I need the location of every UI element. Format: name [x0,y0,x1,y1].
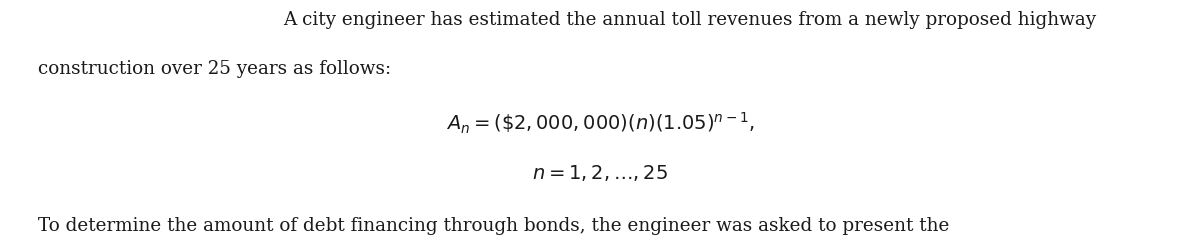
Text: $A_n = (\$2,000,000)(n)(1.05)^{n-1},$: $A_n = (\$2,000,000)(n)(1.05)^{n-1},$ [445,111,755,136]
Text: To determine the amount of debt financing through bonds, the engineer was asked : To determine the amount of debt financin… [38,217,949,235]
Text: construction over 25 years as follows:: construction over 25 years as follows: [38,60,391,78]
Text: $n = 1, 2, \ldots, 25$: $n = 1, 2, \ldots, 25$ [532,163,668,183]
Text: A city engineer has estimated the annual toll revenues from a newly proposed hig: A city engineer has estimated the annual… [283,11,1097,29]
